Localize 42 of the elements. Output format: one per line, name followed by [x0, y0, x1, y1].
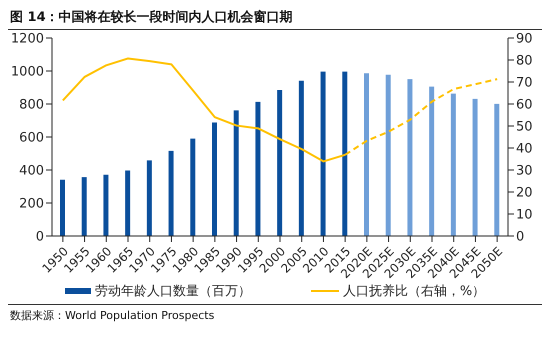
y2-tick-label: 10: [516, 208, 533, 223]
bar: [255, 102, 260, 236]
source-note: 数据来源：World Population Prospects: [10, 308, 216, 323]
y2-tick-label: 30: [516, 164, 533, 179]
y2-tick-label: 20: [516, 186, 533, 201]
bar: [386, 74, 391, 236]
y2-tick-label: 40: [516, 142, 533, 157]
y2-tick-label: 80: [516, 54, 533, 69]
legend-label: 人口抚养比（右轴，%）: [342, 283, 486, 300]
y2-tick-label: 90: [516, 32, 533, 47]
legend-label: 劳动年龄人口数量（百万）: [94, 283, 251, 300]
y-tick-label: 400: [19, 164, 44, 179]
bar: [190, 138, 196, 236]
y-tick-label: 600: [19, 130, 44, 146]
bar: [472, 98, 478, 236]
bar: [103, 174, 108, 236]
bar: [407, 79, 412, 236]
bar: [429, 86, 434, 236]
bar: [277, 90, 282, 236]
y2-tick-label: 60: [516, 98, 533, 113]
bar: [82, 177, 87, 236]
bar: [234, 110, 239, 236]
y-tick-label: 800: [19, 98, 44, 113]
y2-tick-label: 0: [516, 230, 524, 245]
y-tick-label: 200: [19, 196, 44, 212]
bar: [212, 122, 217, 236]
chart-title: 图 14：中国将在较长一段时间内人口机会窗口期: [8, 8, 542, 30]
y2-tick-label: 50: [516, 120, 533, 135]
y2-tick-label: 70: [516, 76, 533, 91]
bar: [494, 104, 500, 236]
y-tick-label: 1200: [10, 32, 44, 47]
bar: [342, 72, 348, 236]
bar: [298, 80, 304, 236]
bar: [450, 94, 456, 236]
bar: [146, 160, 152, 236]
bar: [60, 180, 65, 236]
bar: [125, 170, 130, 236]
bar: [320, 72, 326, 236]
y-tick-label: 0: [36, 230, 44, 245]
bar: [364, 73, 369, 236]
y-tick-label: 1000: [10, 64, 44, 80]
bar: [168, 150, 174, 236]
